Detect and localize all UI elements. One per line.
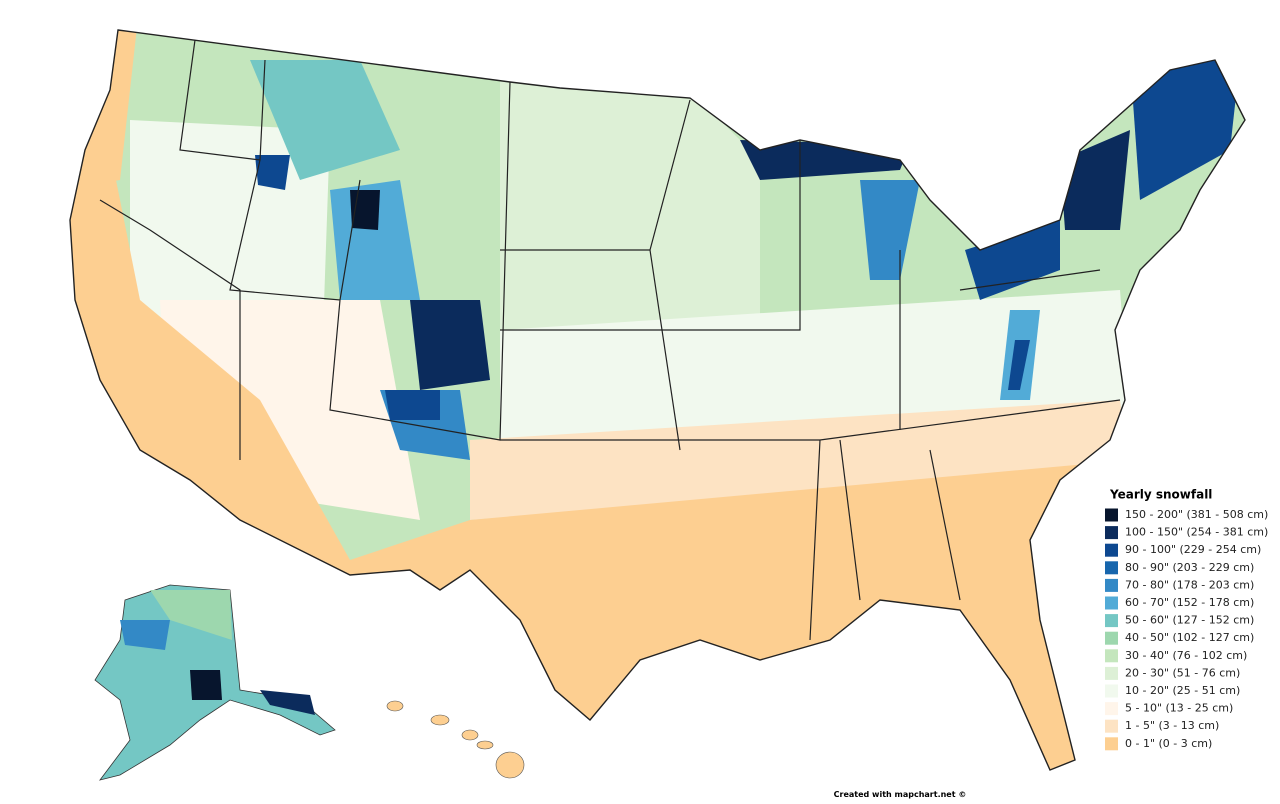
legend-swatch bbox=[1105, 614, 1118, 628]
legend-label: 150 - 200" (381 - 508 cm) bbox=[1125, 508, 1268, 521]
legend-label: 20 - 30" (51 - 76 cm) bbox=[1125, 666, 1240, 679]
legend-swatch bbox=[1105, 543, 1118, 557]
legend-swatch bbox=[1105, 684, 1118, 698]
legend-label: 100 - 150" (254 - 381 cm) bbox=[1125, 526, 1268, 539]
legend-swatch bbox=[1105, 737, 1118, 751]
legend-swatch bbox=[1105, 561, 1118, 575]
legend-label: 90 - 100" (229 - 254 cm) bbox=[1125, 543, 1261, 556]
legend-label: 10 - 20" (25 - 51 cm) bbox=[1125, 684, 1240, 697]
legend-swatch bbox=[1105, 719, 1118, 733]
legend-swatch bbox=[1105, 596, 1118, 610]
hawaii bbox=[386, 700, 525, 779]
legend-swatch bbox=[1105, 631, 1118, 645]
credit: Created with mapchart.net © bbox=[834, 790, 967, 799]
legend-label: 80 - 90" (203 - 229 cm) bbox=[1125, 561, 1254, 574]
legend-title: Yearly snowfall bbox=[1109, 488, 1212, 502]
legend-label: 1 - 5" (3 - 13 cm) bbox=[1125, 719, 1219, 732]
legend-label: 40 - 50" (102 - 127 cm) bbox=[1125, 631, 1254, 644]
legend-swatch bbox=[1105, 508, 1118, 522]
legend-swatch bbox=[1105, 666, 1118, 680]
legend-label: 5 - 10" (13 - 25 cm) bbox=[1125, 702, 1233, 715]
legend-label: 50 - 60" (127 - 152 cm) bbox=[1125, 614, 1254, 627]
legend-label: 70 - 80" (178 - 203 cm) bbox=[1125, 578, 1254, 591]
legend-swatch bbox=[1105, 578, 1118, 592]
legend-label: 60 - 70" (152 - 178 cm) bbox=[1125, 596, 1254, 609]
legend-swatch bbox=[1105, 649, 1118, 663]
legend-swatch bbox=[1105, 526, 1118, 540]
legend-swatch bbox=[1105, 702, 1118, 716]
alaska bbox=[94, 584, 336, 781]
legend-label: 0 - 1" (0 - 3 cm) bbox=[1125, 737, 1212, 750]
legend-label: 30 - 40" (76 - 102 cm) bbox=[1125, 649, 1247, 662]
legend: 150 - 200" (381 - 508 cm) 100 - 150" (254… bbox=[1105, 508, 1268, 751]
